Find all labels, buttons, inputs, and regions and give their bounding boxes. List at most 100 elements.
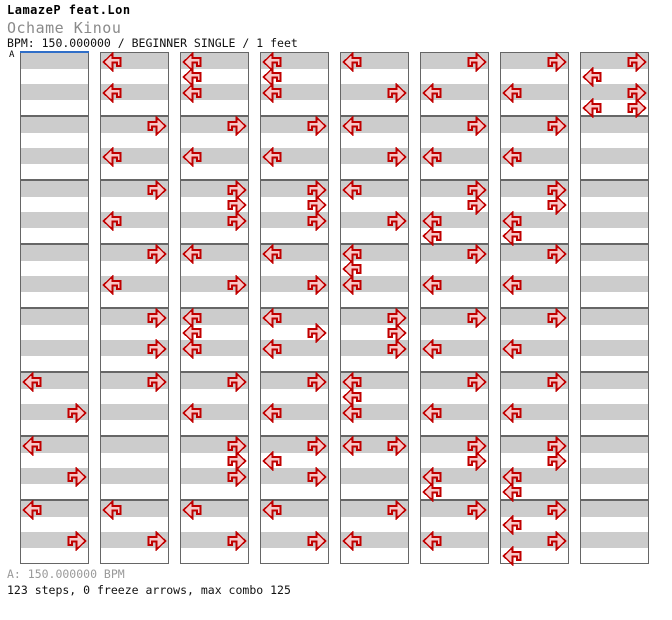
step-arrow-left xyxy=(22,435,42,456)
beat-row xyxy=(501,260,568,276)
beat-row xyxy=(181,547,248,563)
step-arrow-right xyxy=(307,274,327,295)
beat-row xyxy=(341,452,408,468)
measure xyxy=(100,115,169,180)
beat-row xyxy=(101,355,168,371)
measure xyxy=(260,51,329,116)
measure xyxy=(100,499,169,564)
beat-row xyxy=(341,196,408,212)
beat-row xyxy=(21,276,88,292)
measure xyxy=(420,243,489,308)
step-arrow-left xyxy=(182,243,202,264)
measure xyxy=(20,244,89,308)
beat-row xyxy=(341,355,408,371)
beat-row xyxy=(581,501,648,517)
beat-row xyxy=(21,291,88,307)
beat-row xyxy=(581,163,648,179)
beat-row xyxy=(101,291,168,307)
beat-row xyxy=(581,388,648,404)
beat-row xyxy=(581,324,648,340)
beat-row xyxy=(101,547,168,563)
step-arrow-right xyxy=(387,323,407,344)
step-arrow-left xyxy=(182,51,202,72)
step-arrow-left xyxy=(342,402,362,423)
beat-row xyxy=(581,276,648,292)
beat-row xyxy=(261,163,328,179)
step-arrow-left xyxy=(262,402,282,423)
beat-row xyxy=(21,309,88,325)
step-arrow-left xyxy=(262,51,282,72)
beat-row xyxy=(21,227,88,243)
beat-row xyxy=(21,99,88,115)
step-arrow-left xyxy=(422,82,442,103)
step-arrow-left xyxy=(262,67,282,88)
beat-row xyxy=(501,68,568,84)
step-arrow-right xyxy=(547,499,567,520)
step-arrow-right xyxy=(547,451,567,472)
step-arrow-left xyxy=(342,115,362,136)
beat-row xyxy=(341,483,408,499)
chart-column xyxy=(180,51,249,564)
beat-row xyxy=(181,227,248,243)
step-arrow-left xyxy=(182,323,202,344)
beat-row xyxy=(501,388,568,404)
step-arrow-left xyxy=(422,530,442,551)
beat-row xyxy=(21,452,88,468)
beat-row xyxy=(341,419,408,435)
measure xyxy=(340,51,409,116)
beat-row xyxy=(181,355,248,371)
beat-row xyxy=(101,227,168,243)
measure xyxy=(420,499,489,564)
beat-row xyxy=(581,516,648,532)
measure xyxy=(500,371,569,436)
measure xyxy=(420,115,489,180)
step-arrow-right xyxy=(547,307,567,328)
measure xyxy=(580,116,649,180)
step-arrow-left xyxy=(262,243,282,264)
step-arrow-right xyxy=(467,499,487,520)
step-arrow-right xyxy=(147,179,167,200)
measure xyxy=(420,371,489,436)
beat-row xyxy=(581,245,648,261)
beat-row xyxy=(341,163,408,179)
measure xyxy=(260,499,329,564)
beat-row xyxy=(181,419,248,435)
measure xyxy=(100,179,169,244)
beat-row xyxy=(581,309,648,325)
beat-row xyxy=(341,227,408,243)
step-arrow-left xyxy=(422,146,442,167)
beat-row xyxy=(181,163,248,179)
step-arrow-left xyxy=(342,259,362,280)
step-arrow-left xyxy=(502,466,522,487)
step-arrow-right xyxy=(227,274,247,295)
step-arrow-right xyxy=(547,243,567,264)
beat-row xyxy=(21,355,88,371)
beat-row xyxy=(341,547,408,563)
step-arrow-left xyxy=(102,146,122,167)
step-arrow-right xyxy=(467,51,487,72)
bpm-marker-label: A xyxy=(9,50,15,60)
measure xyxy=(180,307,249,372)
chart-column xyxy=(260,51,329,564)
measure xyxy=(180,51,249,116)
footer-bpm-line: A: 150.000000 BPM xyxy=(7,567,125,581)
beat-row xyxy=(581,373,648,389)
step-arrow-left xyxy=(582,67,602,88)
step-arrow-left xyxy=(102,51,122,72)
measure xyxy=(580,308,649,372)
beat-row xyxy=(101,452,168,468)
beat-row xyxy=(341,99,408,115)
beat-row xyxy=(581,227,648,243)
beat-row xyxy=(501,163,568,179)
beat-row xyxy=(341,468,408,484)
step-arrow-left xyxy=(262,82,282,103)
beat-row xyxy=(21,516,88,532)
step-arrow-left xyxy=(22,371,42,392)
step-arrow-right xyxy=(307,323,327,344)
step-arrow-right xyxy=(227,530,247,551)
step-arrow-left xyxy=(342,371,362,392)
step-arrow-right xyxy=(467,371,487,392)
measure xyxy=(340,435,409,500)
beat-row xyxy=(581,355,648,371)
beat-row xyxy=(581,340,648,356)
